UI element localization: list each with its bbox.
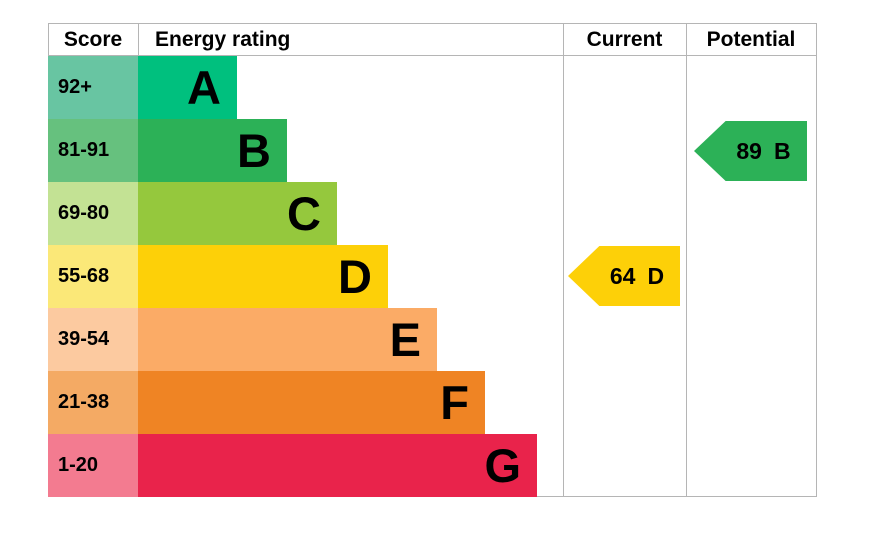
band-bar-f: F [138,371,485,434]
rating-table: Score Energy rating Current Potential 92… [48,23,817,497]
band-letter-a: A [187,61,221,114]
band-bar-g: G [138,434,537,497]
header-potential: Potential [706,28,796,51]
band-row-b: 81-91 B [48,119,817,182]
band-letter-f: F [440,376,469,429]
band-letter-e: E [389,313,421,366]
band-letter-g: G [484,439,521,492]
current-rating-letter: D [647,262,665,289]
score-range-g: 1-20 [48,434,138,497]
band-row-e: 39-54 E [48,308,817,371]
band-bar-b: B [138,119,287,182]
score-range-b: 81-91 [48,119,138,182]
table-right-border [816,23,817,497]
band-letter-b: B [237,124,271,177]
band-letter-c: C [287,187,321,240]
score-range-d: 55-68 [48,245,138,308]
band-row-a: 92+ A [48,56,817,119]
band-bar-a: A [138,56,237,119]
band-row-g: 1-20 G [48,434,817,497]
band-row-d: 55-68 D [48,245,817,308]
band-bar-c: C [138,182,337,245]
score-range-f: 21-38 [48,371,138,434]
band-bar-e: E [138,308,437,371]
band-bar-d: D [138,245,388,308]
band-row-f: 21-38 F [48,371,817,434]
potential-rating-value: 89 [736,137,762,164]
current-rating-value: 64 [609,262,636,289]
header-energy-rating: Energy rating [155,28,291,51]
score-column-separator [138,23,139,56]
band-row-c: 69-80 C [48,182,817,245]
header-bottom-border [48,55,817,56]
header-score: Score [63,28,123,51]
score-range-e: 39-54 [48,308,138,371]
score-range-a: 92+ [48,56,138,119]
header-current: Current [586,28,663,51]
band-letter-d: D [338,250,372,303]
header-left-border [48,23,49,56]
potential-rating-letter: B [773,137,791,164]
score-range-c: 69-80 [48,182,138,245]
table-top-border [48,23,817,24]
current-column-separator [563,23,564,497]
potential-column-separator [686,23,687,497]
